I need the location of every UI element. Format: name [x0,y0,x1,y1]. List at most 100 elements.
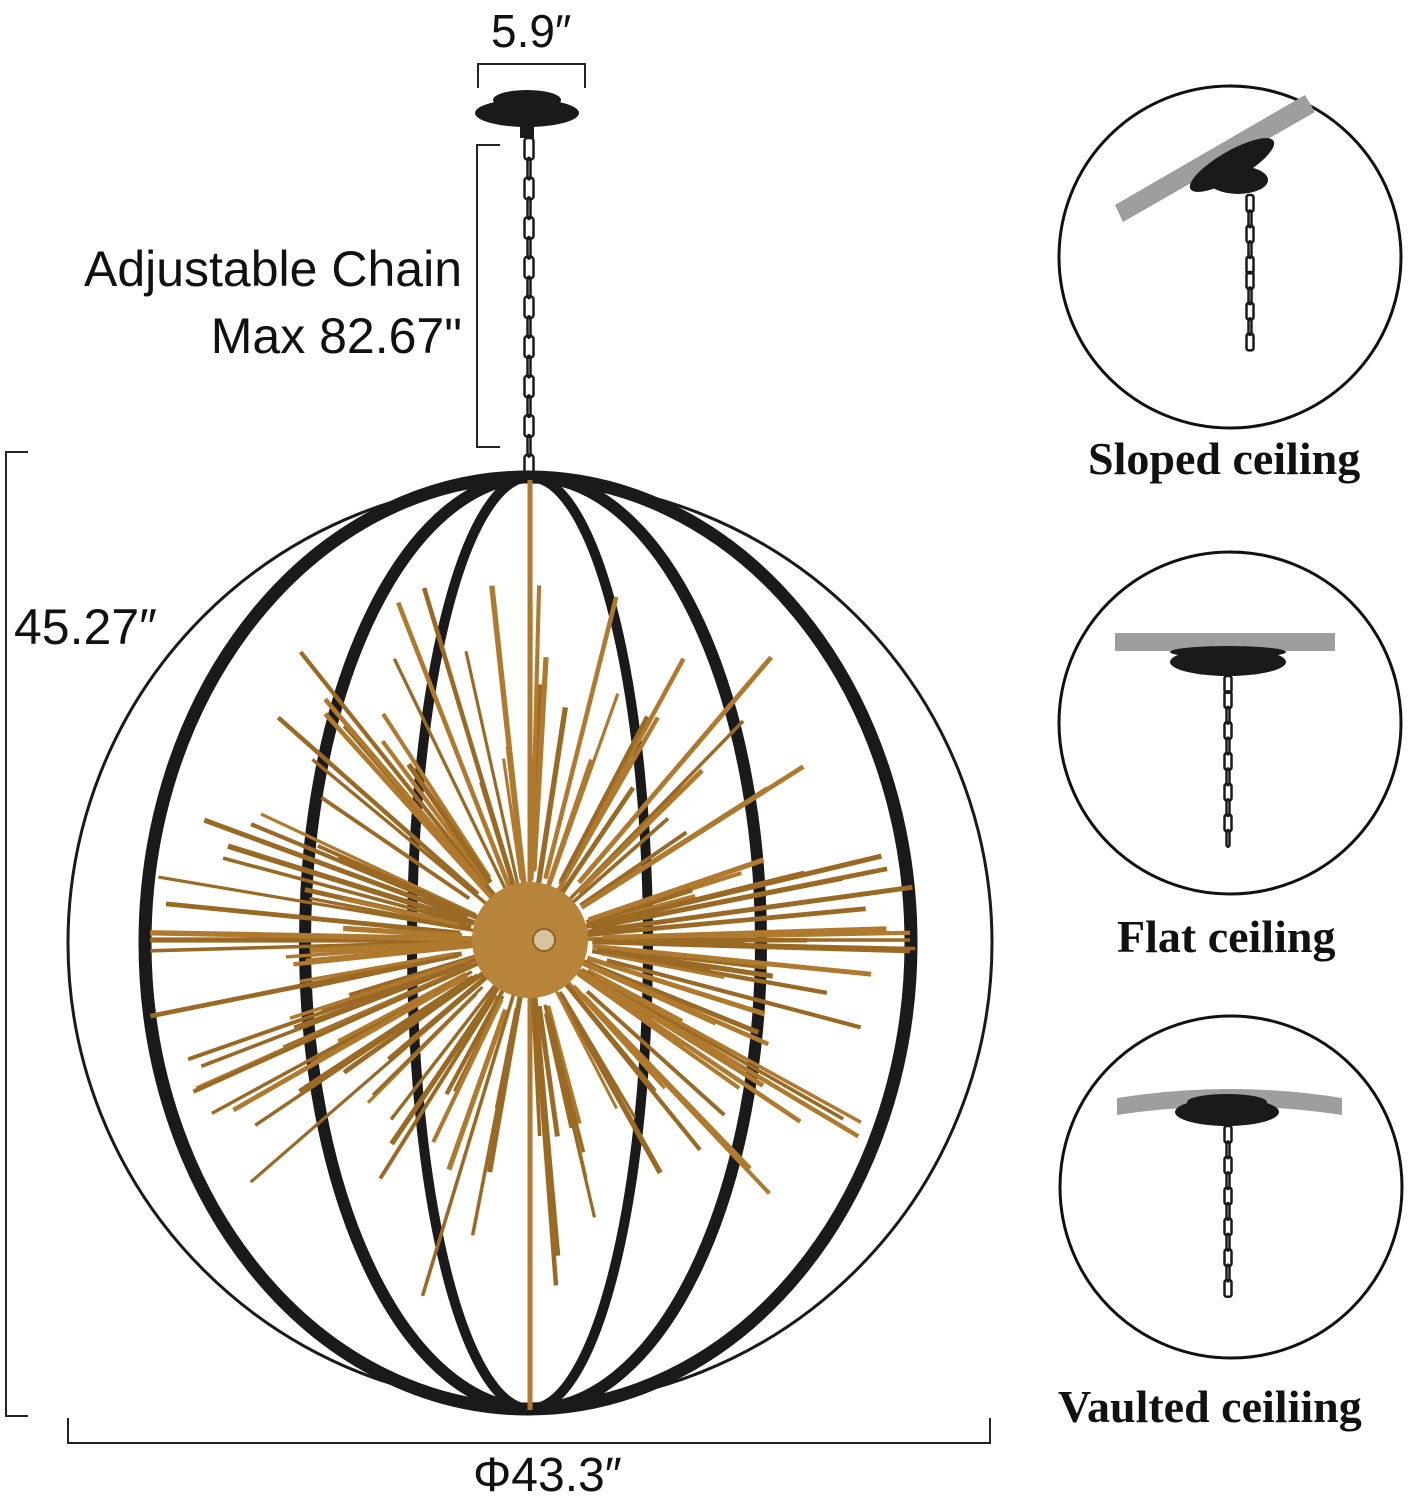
starburst-rod [565,983,657,1093]
sloped-ceiling-label: Sloped ceiling [1088,433,1361,484]
starburst-rod [550,982,618,1110]
starburst-rod [579,830,688,907]
starburst-rod [431,998,504,1144]
starburst-rod [585,989,726,1117]
chain-link [1225,1201,1231,1222]
starburst-rod [543,596,619,880]
height-label: 45.27″ [14,598,157,656]
chain-link [1245,301,1255,321]
canopy [475,90,579,138]
chain-link [1225,736,1231,756]
starburst-rod [381,712,492,879]
chain-link [526,433,532,458]
starburst-rod [602,926,887,941]
chain-link [523,215,535,241]
starburst-rod [581,958,760,1035]
starburst-rod [260,812,477,917]
starburst-rod [576,970,802,1124]
canopy-width-label: 5.9″ [491,5,572,57]
mini-chains [1223,193,1255,1299]
starburst-rod [342,925,463,939]
starburst-rod [585,906,866,938]
starburst-rod [586,955,766,1017]
starburst-rod [494,1007,519,1109]
chain-link [1245,193,1255,214]
starburst-rod [150,930,479,942]
chain-link [1223,813,1233,833]
starburst-rod [293,957,480,1030]
starburst-rod [380,739,490,885]
starburst-rods [149,585,916,1297]
starburst-rod [337,972,467,1043]
starburst-rod [293,943,474,967]
starburst-rod [582,853,883,930]
diameter-label: Φ43.3″ [473,1449,622,1500]
starburst-rod [444,987,506,1096]
starburst-rod [406,762,493,885]
starburst-rod [187,961,464,1062]
starburst-rod [536,707,568,884]
chain-link [1223,1155,1233,1175]
chain-link [1245,270,1255,291]
chain-title-label: Adjustable Chain [83,241,462,297]
starburst-rod [378,993,498,1180]
starburst-rod [420,985,518,1297]
canopy-width-bracket [477,63,586,88]
center-sphere [472,882,588,998]
chain-link [1225,705,1231,725]
starburst-rod [572,984,771,1195]
starburst-rod [592,943,872,977]
chain-link [1247,286,1253,306]
starburst-rod [309,940,462,954]
chain-link [1245,224,1255,244]
starburst-rod [344,977,477,1072]
starburst-rod [501,758,523,881]
starburst-rod [598,939,745,946]
starburst-rod [566,817,670,908]
chain-link [523,176,535,201]
chain-link [1223,674,1233,695]
starburst-rod [396,601,512,889]
starburst-rod [596,947,774,979]
starburst-rod [446,1008,508,1171]
chain-link [1223,1217,1233,1237]
chain-link [1225,1140,1231,1160]
starburst-rod [532,990,561,1256]
chain-link [1245,332,1255,352]
chain-max-label: Max 82.67" [210,308,462,364]
chain-link [1225,828,1231,849]
chain-link [523,413,535,439]
chain-link [1225,1232,1231,1252]
chain-link [1225,1263,1231,1283]
starburst-rod [557,786,636,899]
chain-link [523,374,535,399]
chain-link [523,255,535,280]
starburst-rod [203,817,469,920]
starburst-rod [165,901,461,936]
chain-link [1247,316,1253,337]
starburst-rod [298,650,496,897]
starburst-rod [576,768,704,895]
height-bracket [5,451,28,1417]
starburst-rod [543,1013,575,1129]
starburst-rod [389,980,500,1121]
starburst-rod [556,990,663,1175]
starburst-rod [577,959,770,1047]
chain-link [1223,1278,1233,1299]
chain-link [1225,1170,1231,1191]
starburst-rod [587,884,913,935]
chain-link [526,394,532,419]
chain-link [1223,1247,1233,1268]
starburst-rod [299,952,454,984]
starburst-rod [536,1005,560,1137]
starburst-rod [323,712,496,902]
starburst-rod [285,941,478,959]
flat-ceiling-label: Flat ceiling [1117,911,1336,962]
starburst-rod [371,985,484,1097]
chain-link [1245,255,1255,275]
starburst-rod [320,795,471,901]
chain-link [526,354,532,379]
starburst-rod [580,764,805,910]
